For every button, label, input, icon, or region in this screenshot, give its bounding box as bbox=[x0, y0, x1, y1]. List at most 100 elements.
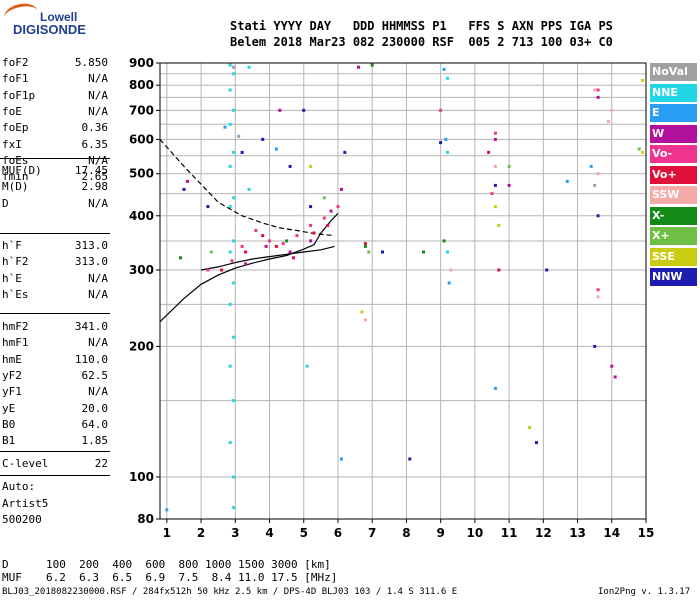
echo-point-w bbox=[244, 262, 248, 266]
param-row: h`F2 313.0 bbox=[2, 255, 108, 272]
echo-point-nne bbox=[228, 250, 232, 254]
echo-point-nne bbox=[232, 108, 236, 112]
param-name: yE bbox=[2, 401, 16, 415]
param-name: yF1 bbox=[2, 385, 22, 399]
echo-point-sse bbox=[641, 79, 645, 82]
echo-point-e bbox=[447, 281, 451, 285]
echo-point-nne bbox=[228, 88, 232, 92]
param-value: 110.0 bbox=[74, 352, 108, 366]
echo-point-vo bbox=[596, 288, 600, 292]
param-value: N/A bbox=[88, 336, 108, 350]
echo-point-vo bbox=[326, 223, 330, 227]
param-value: 313.0 bbox=[74, 255, 108, 269]
param-value: 6.35 bbox=[81, 137, 109, 151]
param-row: fxI 6.35 bbox=[2, 138, 108, 155]
x-tick-label: 15 bbox=[638, 526, 655, 540]
param-row: foE N/A bbox=[2, 105, 108, 122]
param-value: 313.0 bbox=[74, 239, 108, 252]
param-row: h`Es N/A bbox=[2, 288, 108, 305]
echo-point-vo bbox=[240, 244, 244, 248]
legend-item: X+ bbox=[650, 227, 697, 245]
param-name: hmE bbox=[2, 352, 22, 366]
echo-point-nnw bbox=[596, 214, 600, 218]
echo-point-nnw bbox=[493, 183, 497, 187]
echo-point-nnw bbox=[182, 187, 186, 191]
separator-line bbox=[0, 313, 110, 314]
y-tick-label: 400 bbox=[129, 209, 154, 223]
param-value: 341.0 bbox=[74, 320, 108, 333]
echo-point-nne bbox=[232, 196, 236, 200]
param-name: h`F bbox=[2, 239, 22, 252]
echo-point-ssw bbox=[610, 108, 614, 112]
echo-point-nne bbox=[228, 441, 232, 445]
param-value: N/A bbox=[88, 104, 108, 118]
echo-point-nnw bbox=[240, 150, 244, 154]
y-tick-label: 500 bbox=[129, 167, 154, 181]
param-row: yE 20.0 bbox=[2, 402, 108, 419]
x-tick-label: 2 bbox=[197, 526, 205, 540]
echo-point-e bbox=[444, 137, 448, 141]
param-row: fmin 2.65 bbox=[2, 170, 108, 187]
echo-point-x bbox=[507, 164, 511, 168]
auto-line2: Artist5 bbox=[2, 496, 49, 510]
echo-point-ssw bbox=[449, 268, 453, 272]
legend-item: X- bbox=[650, 206, 697, 225]
y-tick-label: 800 bbox=[129, 78, 154, 92]
echo-point-w bbox=[596, 95, 600, 99]
param-name: fxI bbox=[2, 137, 22, 151]
echo-point-w bbox=[288, 250, 292, 254]
trace-curves bbox=[159, 139, 339, 323]
separator-line bbox=[0, 451, 110, 452]
echo-point-x bbox=[367, 250, 371, 254]
trace-model bbox=[159, 139, 335, 237]
echo-point-ssw bbox=[606, 119, 610, 123]
x-tick-label: 3 bbox=[231, 526, 239, 540]
echo-point-e bbox=[339, 457, 343, 461]
plot-grid bbox=[160, 63, 647, 519]
param-row: MUF(D) 17.45 bbox=[2, 164, 108, 181]
echo-point-nnw bbox=[439, 141, 443, 145]
echo-point-vo bbox=[497, 268, 501, 272]
param-name: foEp bbox=[2, 121, 29, 135]
x-tick-label: 9 bbox=[436, 526, 444, 540]
echo-point-nnw bbox=[545, 268, 549, 272]
echo-point-nne bbox=[228, 164, 232, 168]
echo-point-vo bbox=[596, 88, 600, 92]
echo-point-w bbox=[493, 137, 497, 141]
clevel-row: C-level 22 bbox=[2, 457, 108, 474]
y-tick-label: 200 bbox=[129, 339, 154, 353]
echo-point-sse bbox=[493, 205, 497, 209]
header-labels: Stati YYYY DAY DDD HHMMSS P1 FFS S AXN P… bbox=[230, 19, 613, 33]
echo-point-vo bbox=[487, 150, 491, 154]
param-row: B1 1.85 bbox=[2, 434, 108, 451]
echo-point-nne bbox=[247, 187, 251, 191]
y-tick-label: 600 bbox=[129, 132, 154, 146]
x-tick-label: 7 bbox=[368, 526, 376, 540]
echo-point-nnw bbox=[343, 150, 347, 154]
echo-point-w bbox=[185, 179, 189, 183]
param-row: hmE 110.0 bbox=[2, 353, 108, 370]
echo-point-nne bbox=[305, 364, 309, 368]
x-tick-label: 4 bbox=[265, 526, 273, 540]
echo-point-vo bbox=[493, 131, 497, 135]
param-name: h`F2 bbox=[2, 255, 29, 269]
muf-values: 6.2 6.3 6.5 6.9 7.5 8.4 11.0 17.5 [MHz] bbox=[46, 571, 338, 584]
echo-point-w bbox=[339, 187, 343, 191]
footer-version: Ion2Png v. 1.3.17 bbox=[598, 587, 691, 597]
echo-point-nne bbox=[228, 364, 232, 368]
echo-point-vo bbox=[295, 234, 299, 238]
param-value: 64.0 bbox=[81, 417, 109, 431]
echo-point-x bbox=[209, 250, 213, 254]
param-name: hmF2 bbox=[2, 320, 29, 333]
echo-point-nne bbox=[446, 150, 449, 154]
echo-point-vo bbox=[309, 223, 313, 227]
echo-point-x bbox=[322, 196, 326, 200]
param-name: yF2 bbox=[2, 368, 22, 382]
echo-point-nne bbox=[228, 63, 232, 67]
param-value: 2.98 bbox=[81, 180, 109, 194]
echo-point-nne bbox=[232, 335, 236, 339]
legend-item: SSW bbox=[650, 186, 697, 204]
x-tick-label: 11 bbox=[501, 526, 518, 540]
echo-point-nne bbox=[446, 76, 449, 80]
